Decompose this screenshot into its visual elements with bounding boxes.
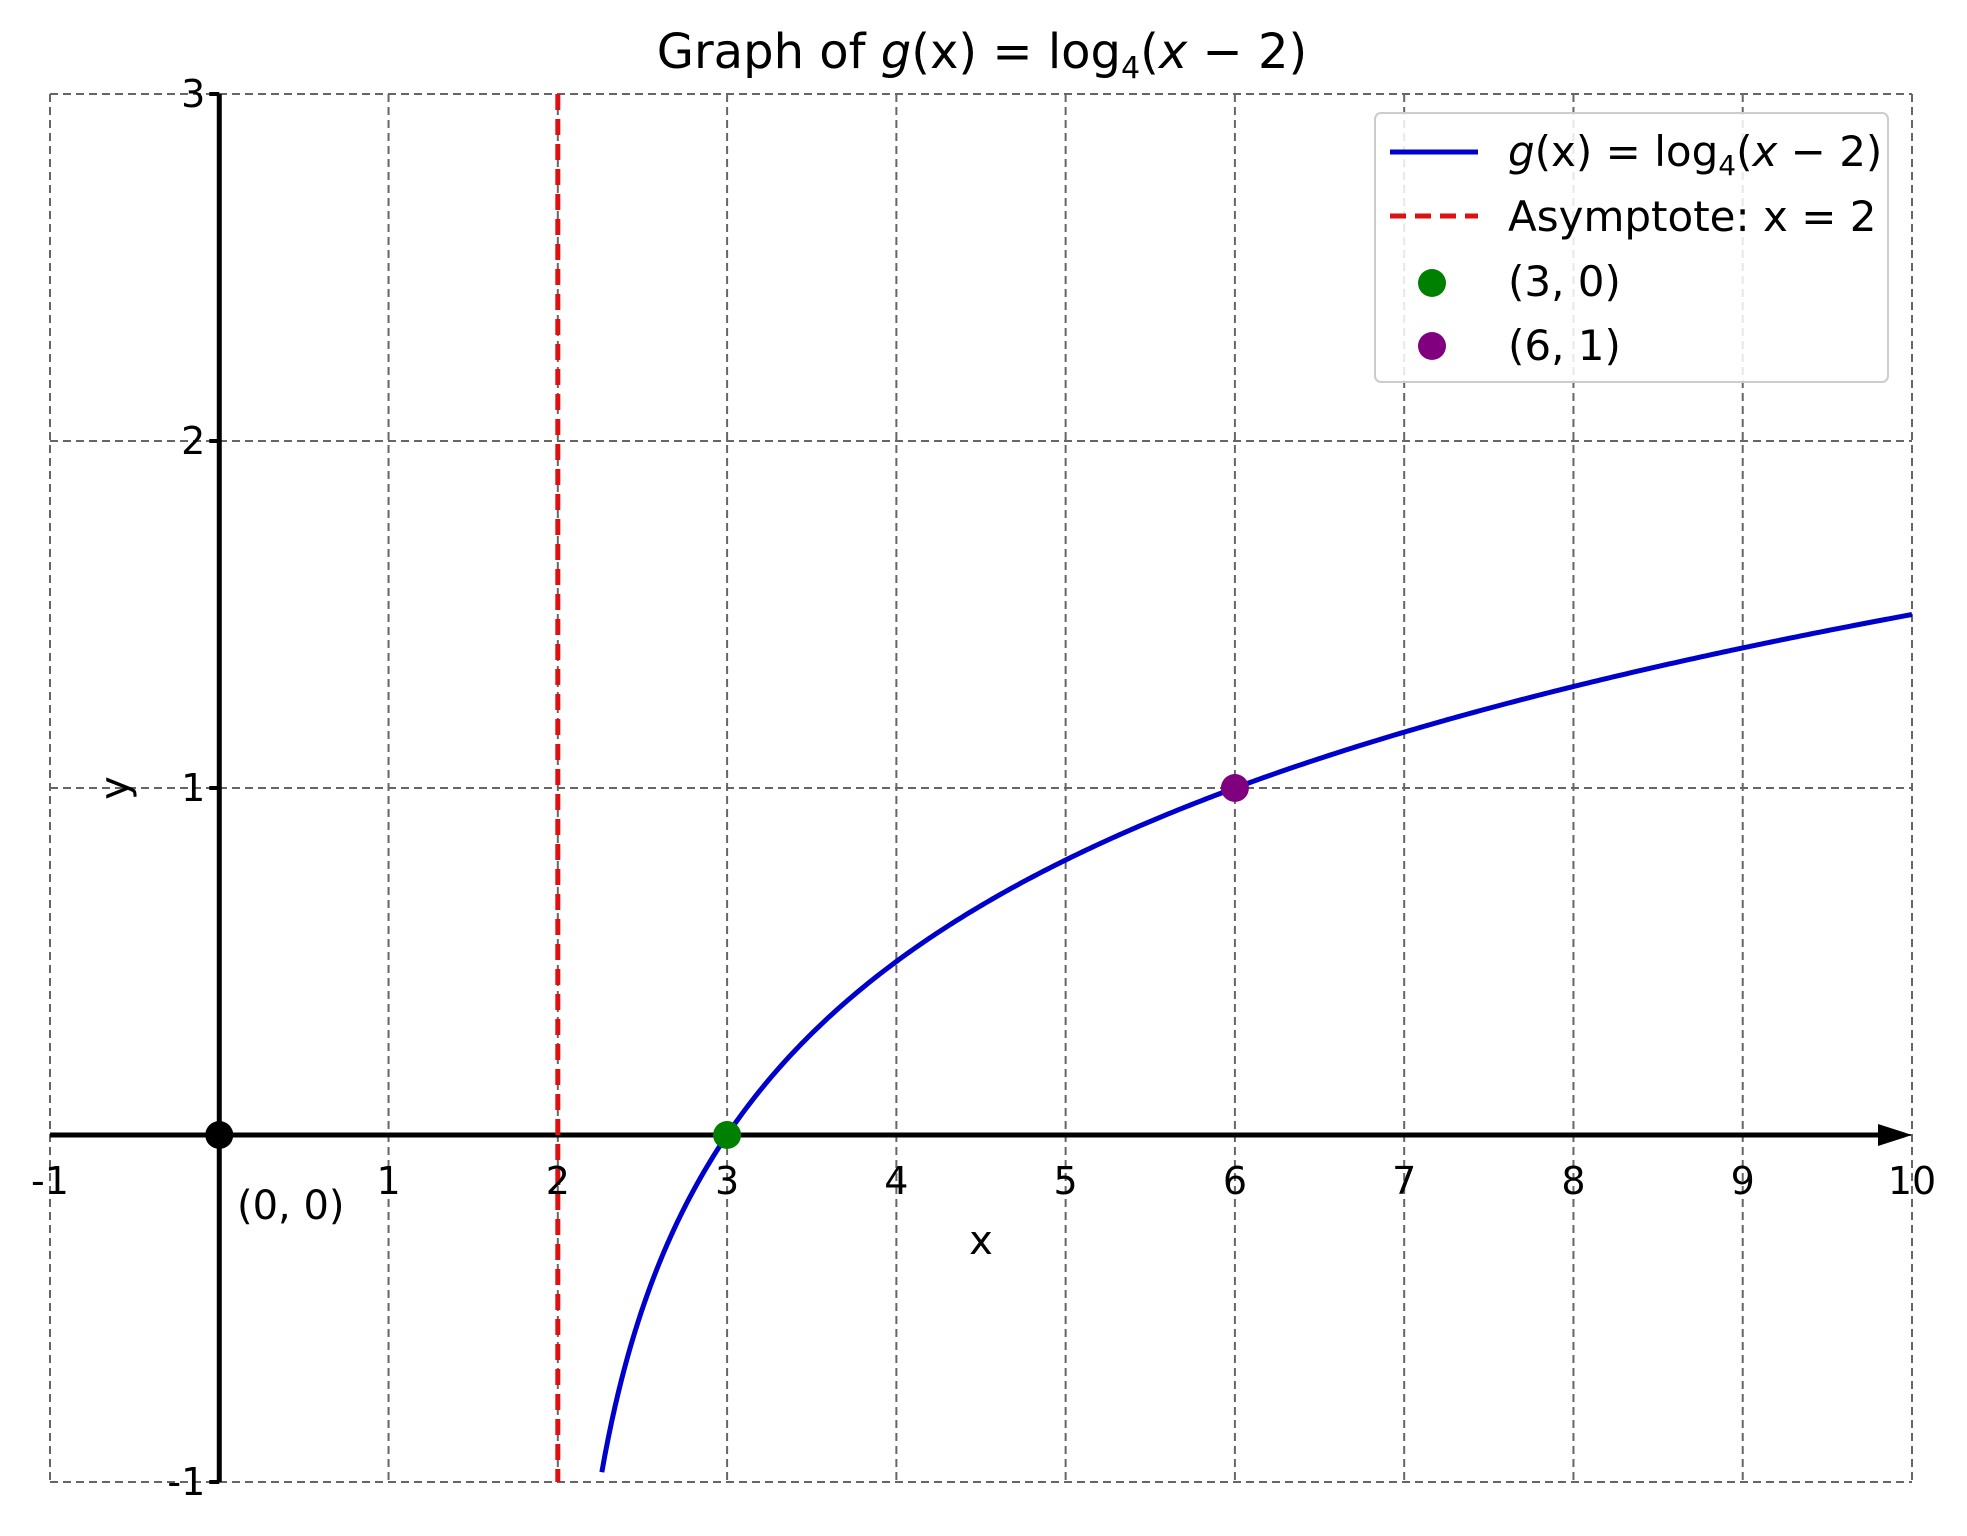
legend: g(x) = log4(x − 2) Asymptote: x = 2 (3, …	[1374, 112, 1889, 383]
legend-box	[1374, 112, 1889, 383]
x-tick-label-1: 1	[376, 1159, 400, 1203]
x-tick-label-5: 5	[1054, 1159, 1078, 1203]
x-axis-arrow	[1878, 1124, 1912, 1146]
legend-label-point-3-0: (3, 0)	[1508, 257, 1621, 306]
origin-annotation: (0, 0)	[237, 1183, 345, 1229]
y-tick-label-1: 1	[181, 766, 205, 810]
y-tick-label-2: 2	[181, 419, 205, 463]
x-tick-label--1: -1	[31, 1159, 69, 1203]
x-tick-label-4: 4	[884, 1159, 908, 1203]
series-function-curve	[599, 612, 1912, 1473]
legend-marker-point-3-0	[1418, 269, 1446, 297]
legend-label-function: g(x) = log4(x − 2)	[1508, 127, 1882, 182]
y-tick-label--1: -1	[167, 1460, 205, 1504]
y-tick-label-3: 3	[181, 72, 205, 116]
point-0-0	[205, 1121, 234, 1149]
points-layer	[205, 774, 1249, 1149]
y-axis-label: y	[92, 776, 138, 800]
x-axis-label: x	[969, 1218, 993, 1264]
tick-labels: -1 1 2 3 4 5 6 7 8 9 10 -1 1 2 3	[31, 72, 1936, 1504]
legend-label-point-6-1: (6, 1)	[1508, 321, 1621, 370]
x-tick-label-2: 2	[546, 1159, 570, 1203]
series-layer	[555, 94, 1912, 1482]
legend-marker-point-6-1	[1418, 332, 1446, 360]
x-tick-label-8: 8	[1561, 1159, 1585, 1203]
x-tick-label-3: 3	[715, 1159, 739, 1203]
chart-title: Graph of g(x) = log4(x − 2)	[657, 24, 1307, 86]
x-tick-label-7: 7	[1392, 1159, 1416, 1203]
x-tick-label-6: 6	[1223, 1159, 1247, 1203]
axes	[50, 92, 1912, 1484]
legend-label-asymptote: Asymptote: x = 2	[1508, 192, 1876, 241]
x-tick-label-9: 9	[1731, 1159, 1755, 1203]
point-3-0	[713, 1121, 742, 1149]
point-6-1	[1220, 774, 1249, 802]
x-tick-label-10: 10	[1888, 1159, 1936, 1203]
